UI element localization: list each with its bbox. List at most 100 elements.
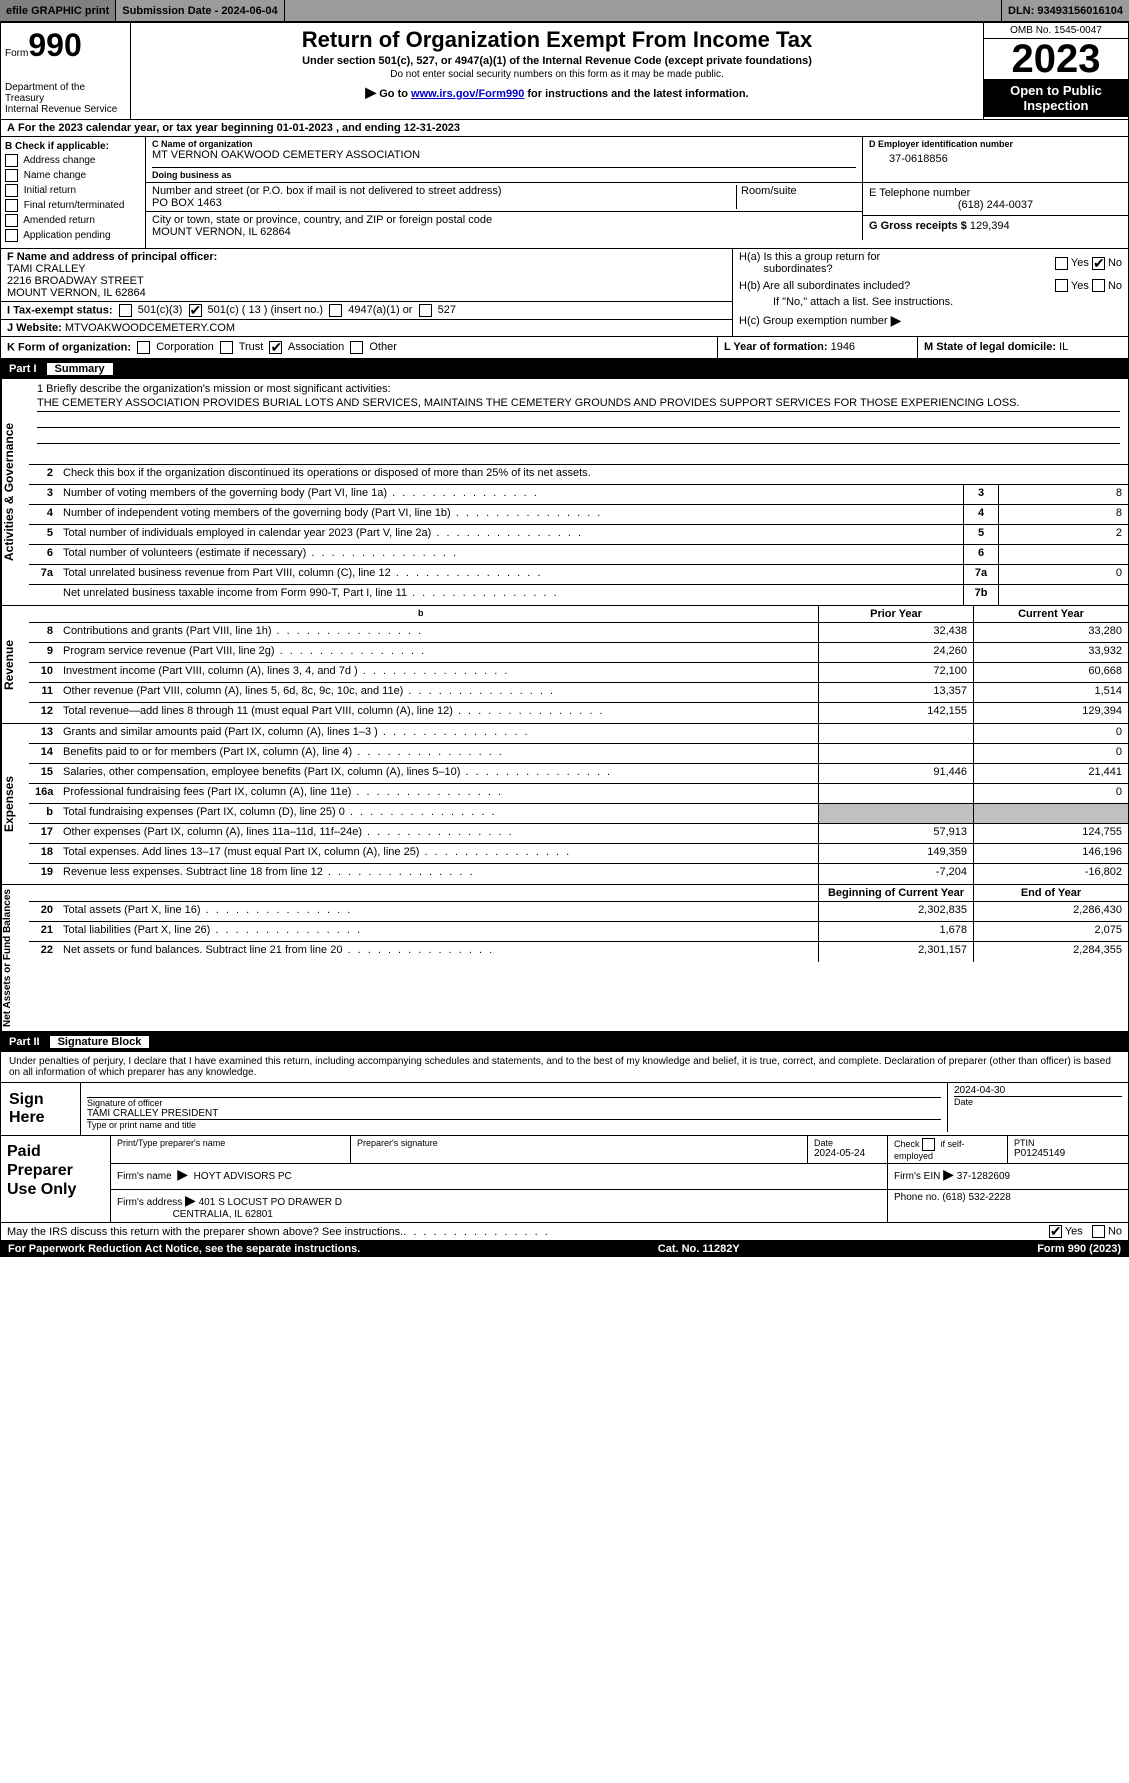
open-inspection: Open to Public Inspection [984, 79, 1128, 117]
line-a-period: A For the 2023 calendar year, or tax yea… [0, 120, 1129, 137]
dba-label: Doing business as [152, 167, 856, 180]
revenue-line: 11Other revenue (Part VIII, column (A), … [29, 683, 1128, 703]
efile-graphic-print[interactable]: efile GRAPHIC print [0, 0, 116, 21]
box-i-status: I Tax-exempt status: 501(c)(3) 501(c) ( … [1, 302, 732, 320]
officer-name: TAMI CRALLEY [7, 263, 86, 275]
preparer-self-employed: Check if self-employed [888, 1136, 1008, 1163]
net-assets-line: 22Net assets or fund balances. Subtract … [29, 942, 1128, 962]
revenue-line: 10Investment income (Part VIII, column (… [29, 663, 1128, 683]
org-form-checkbox[interactable] [269, 341, 282, 354]
phone-value: (618) 244-0037 [869, 199, 1122, 211]
arrow-icon: ▶ [185, 1192, 196, 1208]
net-assets-line: 20Total assets (Part X, line 16)2,302,83… [29, 902, 1128, 922]
tax-status-checkbox[interactable] [119, 304, 132, 317]
org-form-checkbox[interactable] [350, 341, 363, 354]
box-e-phone: E Telephone number (618) 244-0037 [863, 183, 1128, 216]
net-headers: Beginning of Current Year End of Year [29, 885, 1128, 902]
firm-name: Firm's name ▶ HOYT ADVISORS PC [111, 1164, 888, 1189]
firm-ein: Firm's EIN ▶ 37-1282609 [888, 1164, 1128, 1189]
box-m: M State of legal domicile: IL [918, 337, 1128, 358]
checkbox[interactable] [5, 154, 18, 167]
ha-yes-checkbox[interactable] [1055, 257, 1068, 270]
revenue-line: 9Program service revenue (Part VIII, lin… [29, 643, 1128, 663]
revenue-section: Revenue b Prior Year Current Year 8Contr… [0, 606, 1129, 724]
preparer-date: Date 2024-05-24 [808, 1136, 888, 1163]
paperwork-notice: For Paperwork Reduction Act Notice, see … [8, 1243, 360, 1255]
form-number: 990 [28, 27, 81, 63]
tax-status-checkbox[interactable] [329, 304, 342, 317]
governance-line: 3Number of voting members of the governi… [29, 485, 1128, 505]
sign-here-label: Sign Here [1, 1083, 81, 1135]
form-title-box: Return of Organization Exempt From Incom… [131, 23, 983, 119]
paid-preparer-block: Paid Preparer Use Only Print/Type prepar… [0, 1136, 1129, 1223]
q2-row: 2 Check this box if the organization dis… [29, 465, 1128, 485]
expense-line: 13Grants and similar amounts paid (Part … [29, 724, 1128, 744]
tax-year: 2023 [984, 39, 1128, 79]
h-a: H(a) Is this a group return for subordin… [733, 249, 1128, 277]
org-form-checkbox[interactable] [220, 341, 233, 354]
form-warning: Do not enter social security numbers on … [141, 69, 973, 80]
checkbox[interactable] [5, 229, 18, 242]
street-address: PO BOX 1463 [152, 197, 736, 209]
expense-line: 19Revenue less expenses. Subtract line 1… [29, 864, 1128, 884]
submission-date: Submission Date - 2024-06-04 [116, 0, 284, 21]
year-box: OMB No. 1545-0047 2023 Open to Public In… [983, 23, 1128, 119]
expenses-section: Expenses 13Grants and similar amounts pa… [0, 724, 1129, 885]
checkbox[interactable] [5, 169, 18, 182]
officer-street: 2216 BROADWAY STREET [7, 275, 144, 287]
tax-status-checkbox[interactable] [419, 304, 432, 317]
expense-line: bTotal fundraising expenses (Part IX, co… [29, 804, 1128, 824]
hb-yes-checkbox[interactable] [1055, 279, 1068, 292]
arrow-icon: ▶ [177, 1166, 188, 1182]
sign-date: 2024-04-30 Date [948, 1083, 1128, 1132]
governance-line: 5Total number of individuals employed in… [29, 525, 1128, 545]
box-b-item: Address change [5, 154, 141, 167]
expense-line: 14Benefits paid to or for members (Part … [29, 744, 1128, 764]
side-label-revenue: Revenue [1, 606, 29, 723]
ha-no-checkbox[interactable] [1092, 257, 1105, 270]
irs-link[interactable]: www.irs.gov/Form990 [411, 88, 524, 100]
signature-declaration: Under penalties of perjury, I declare th… [0, 1052, 1129, 1083]
dept-treasury: Department of the Treasury [5, 82, 126, 104]
self-employed-checkbox[interactable] [922, 1138, 935, 1151]
part1-body: Activities & Governance 1 Briefly descri… [0, 379, 1129, 606]
k-l-m-row: K Form of organization: Corporation Trus… [0, 337, 1129, 359]
hb-no-checkbox[interactable] [1092, 279, 1105, 292]
q1-label: 1 Briefly describe the organization's mi… [37, 383, 1120, 395]
org-form-checkbox[interactable] [137, 341, 150, 354]
part1-header: Part I Summary [0, 359, 1129, 379]
tax-status-checkbox[interactable] [189, 304, 202, 317]
box-f-officer: F Name and address of principal officer:… [1, 249, 732, 302]
form-title: Return of Organization Exempt From Incom… [141, 27, 973, 53]
officer-signature: Signature of officer TAMI CRALLEY PRESID… [81, 1083, 948, 1132]
sign-here-block: Sign Here Signature of officer TAMI CRAL… [0, 1083, 1129, 1136]
part1-title: Summary [47, 363, 113, 375]
part2-header: Part II Signature Block [0, 1032, 1129, 1052]
box-g-receipts: G Gross receipts $ 129,394 [863, 216, 1128, 236]
box-j-website: J Website: MTVOAKWOODCEMETERY.COM [1, 320, 732, 336]
revenue-line: 8Contributions and grants (Part VIII, li… [29, 623, 1128, 643]
box-h: H(a) Is this a group return for subordin… [733, 249, 1128, 336]
h-c: H(c) Group exemption number ▶ [733, 310, 1128, 331]
discuss-yes-checkbox[interactable] [1049, 1225, 1062, 1238]
form-id-box: Form990 Department of the Treasury Inter… [1, 23, 131, 119]
left-f-i-j: F Name and address of principal officer:… [1, 249, 733, 336]
officer-city: MOUNT VERNON, IL 62864 [7, 287, 146, 299]
end-year-header: End of Year [973, 885, 1128, 901]
state-domicile: IL [1059, 341, 1068, 353]
checkbox[interactable] [5, 214, 18, 227]
checkbox[interactable] [5, 199, 18, 212]
expense-line: 18Total expenses. Add lines 13–17 (must … [29, 844, 1128, 864]
discuss-no-checkbox[interactable] [1092, 1225, 1105, 1238]
h-b: H(b) Are all subordinates included? Yes … [733, 277, 1128, 294]
firm-address: Firm's address ▶ 401 S LOCUST PO DRAWER … [111, 1190, 888, 1222]
checkbox[interactable] [5, 184, 18, 197]
side-label-expenses: Expenses [1, 724, 29, 884]
cat-no: Cat. No. 11282Y [658, 1243, 740, 1255]
dln: DLN: 93493156016104 [1001, 0, 1129, 21]
side-label-netassets: Net Assets or Fund Balances [1, 885, 29, 1031]
form-label: Form [5, 48, 28, 59]
section-f-to-j: F Name and address of principal officer:… [0, 249, 1129, 337]
discuss-row: May the IRS discuss this return with the… [0, 1223, 1129, 1241]
prior-year-header: Prior Year [818, 606, 973, 622]
